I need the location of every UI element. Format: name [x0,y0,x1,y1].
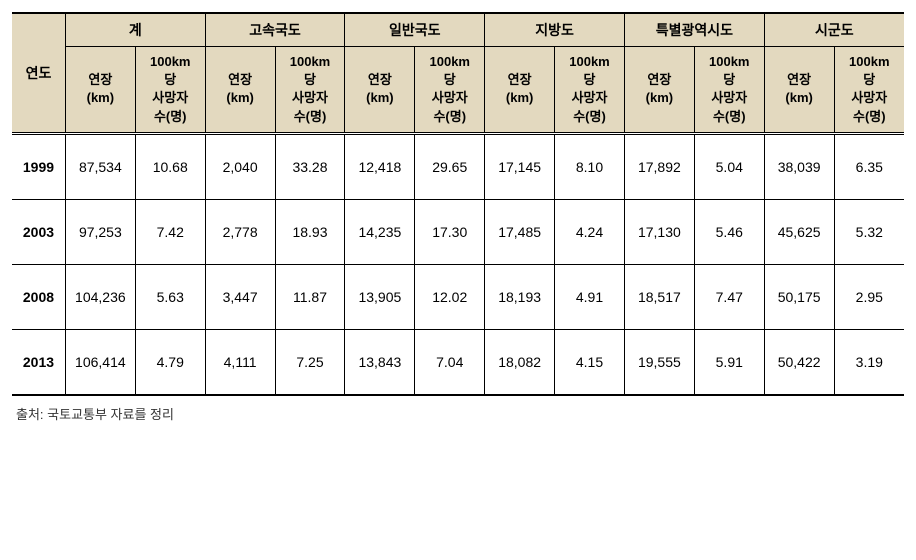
cell-value: 5.32 [834,199,904,264]
sub-header-deaths: 100km당사망자수(명) [694,47,764,134]
sub-header-length: 연장(km) [205,47,275,134]
sub-header-length: 연장(km) [65,47,135,134]
cell-value: 7.42 [135,199,205,264]
header-group-provincial: 지방도 [485,13,625,47]
cell-value: 18,193 [485,264,555,329]
sub-header-length: 연장(km) [624,47,694,134]
header-group-expressway: 고속국도 [205,13,345,47]
cell-value: 50,175 [764,264,834,329]
cell-value: 14,235 [345,199,415,264]
table-row: 2013106,4144.794,1117.2513,8437.0418,082… [12,329,904,395]
cell-value: 7.25 [275,329,345,395]
sub-header-deaths: 100km당사망자수(명) [555,47,625,134]
cell-value: 45,625 [764,199,834,264]
cell-value: 5.63 [135,264,205,329]
cell-value: 19,555 [624,329,694,395]
cell-value: 4.91 [555,264,625,329]
cell-value: 97,253 [65,199,135,264]
cell-value: 3.19 [834,329,904,395]
cell-year: 1999 [12,133,65,199]
sub-header-deaths: 100km당사망자수(명) [135,47,205,134]
header-year: 연도 [12,13,65,133]
cell-year: 2003 [12,199,65,264]
cell-value: 50,422 [764,329,834,395]
source-note: 출처: 국토교통부 자료를 정리 [12,404,904,423]
cell-value: 29.65 [415,133,485,199]
cell-value: 106,414 [65,329,135,395]
cell-value: 17,892 [624,133,694,199]
road-statistics-table: 연도 계 고속국도 일반국도 지방도 특별광역시도 시군도 연장(km) 100… [12,12,904,396]
cell-value: 8.10 [555,133,625,199]
table-header-row-2: 연장(km) 100km당사망자수(명) 연장(km) 100km당사망자수(명… [12,47,904,134]
cell-value: 5.46 [694,199,764,264]
cell-value: 17.30 [415,199,485,264]
cell-value: 4.79 [135,329,205,395]
cell-value: 7.47 [694,264,764,329]
table-body: 199987,53410.682,04033.2812,41829.6517,1… [12,133,904,395]
cell-value: 18.93 [275,199,345,264]
cell-value: 4,111 [205,329,275,395]
cell-value: 38,039 [764,133,834,199]
header-group-national: 일반국도 [345,13,485,47]
table-row: 2008104,2365.633,44711.8713,90512.0218,1… [12,264,904,329]
cell-value: 33.28 [275,133,345,199]
cell-value: 18,517 [624,264,694,329]
cell-value: 5.91 [694,329,764,395]
cell-value: 11.87 [275,264,345,329]
sub-header-length: 연장(km) [345,47,415,134]
cell-value: 87,534 [65,133,135,199]
cell-value: 17,130 [624,199,694,264]
header-group-total: 계 [65,13,205,47]
cell-value: 2,040 [205,133,275,199]
cell-value: 6.35 [834,133,904,199]
cell-value: 3,447 [205,264,275,329]
sub-header-length: 연장(km) [764,47,834,134]
cell-value: 13,905 [345,264,415,329]
cell-value: 2,778 [205,199,275,264]
cell-year: 2008 [12,264,65,329]
cell-value: 5.04 [694,133,764,199]
cell-value: 12,418 [345,133,415,199]
cell-value: 104,236 [65,264,135,329]
cell-value: 17,145 [485,133,555,199]
cell-value: 2.95 [834,264,904,329]
sub-header-deaths: 100km당사망자수(명) [415,47,485,134]
cell-value: 10.68 [135,133,205,199]
table-header-row-1: 연도 계 고속국도 일반국도 지방도 특별광역시도 시군도 [12,13,904,47]
sub-header-length: 연장(km) [485,47,555,134]
sub-header-deaths: 100km당사망자수(명) [834,47,904,134]
cell-value: 18,082 [485,329,555,395]
cell-value: 12.02 [415,264,485,329]
sub-header-deaths: 100km당사망자수(명) [275,47,345,134]
cell-value: 17,485 [485,199,555,264]
cell-value: 4.24 [555,199,625,264]
table-row: 199987,53410.682,04033.2812,41829.6517,1… [12,133,904,199]
cell-value: 13,843 [345,329,415,395]
header-group-city: 시군도 [764,13,904,47]
cell-year: 2013 [12,329,65,395]
cell-value: 7.04 [415,329,485,395]
header-group-metropolitan: 특별광역시도 [624,13,764,47]
table-row: 200397,2537.422,77818.9314,23517.3017,48… [12,199,904,264]
cell-value: 4.15 [555,329,625,395]
